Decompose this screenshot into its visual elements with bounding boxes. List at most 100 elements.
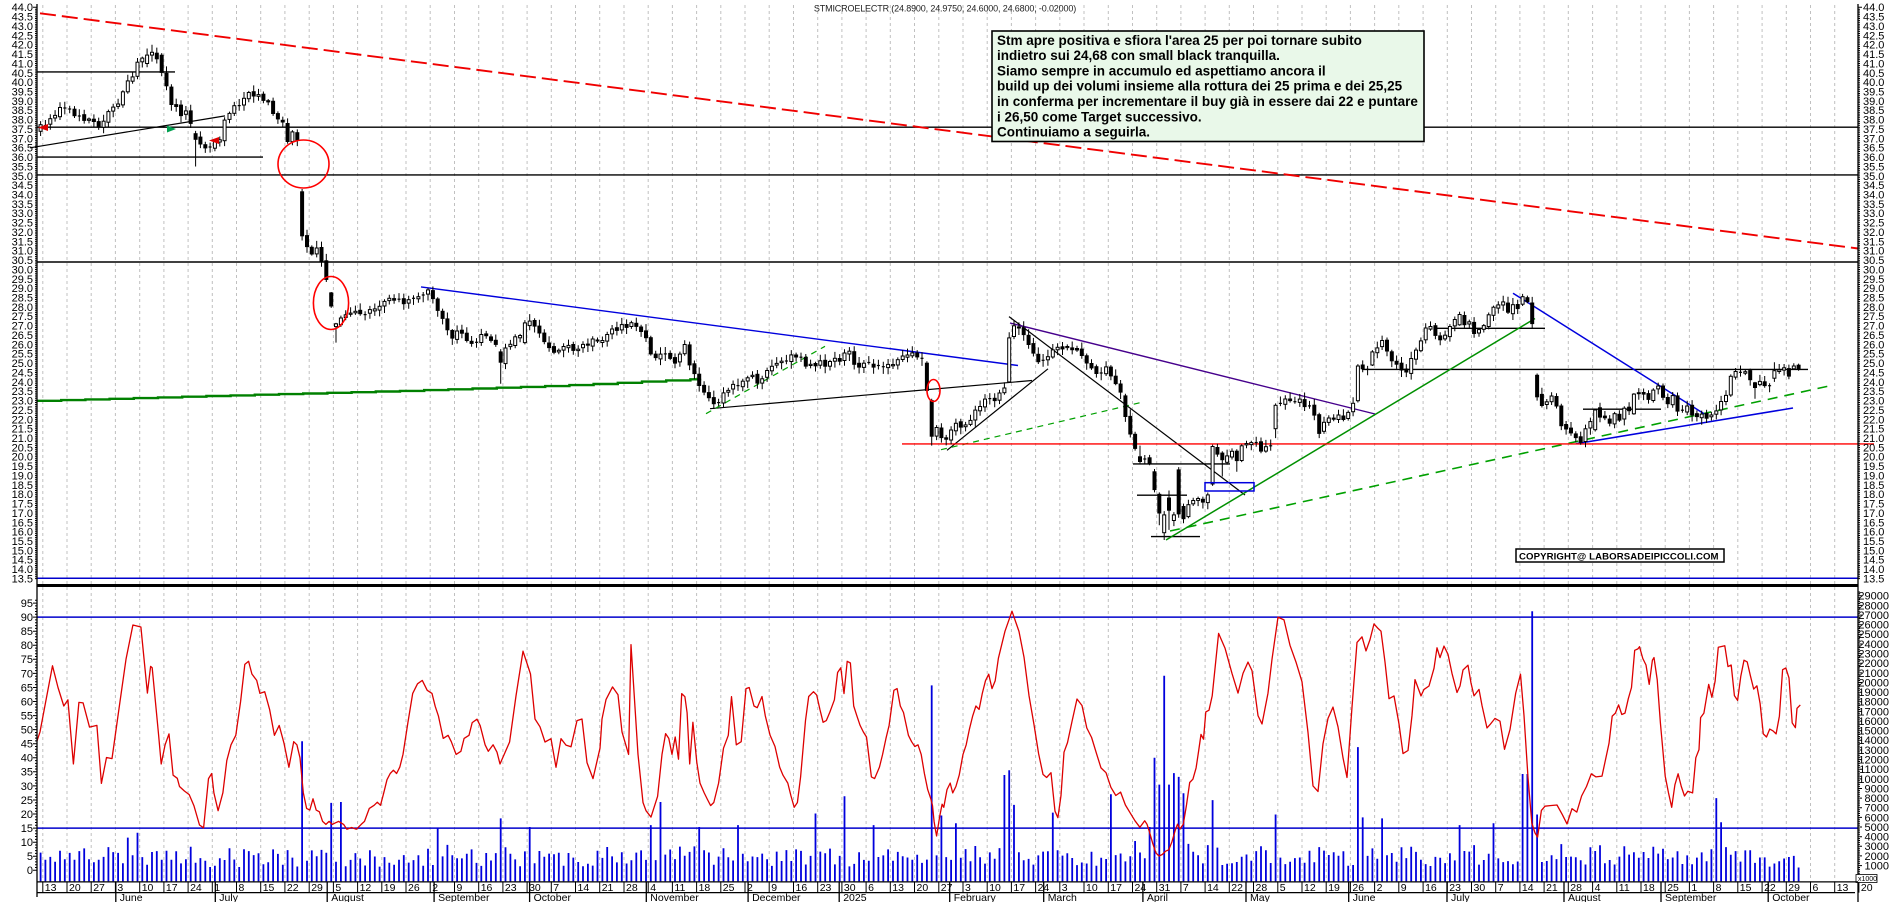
svg-text:39.0: 39.0: [12, 96, 33, 108]
svg-text:5: 5: [1280, 882, 1286, 894]
svg-text:42.0: 42.0: [12, 40, 33, 52]
svg-text:14.5: 14.5: [12, 555, 33, 567]
svg-text:22: 22: [1764, 882, 1776, 894]
svg-text:21.0: 21.0: [1863, 433, 1884, 445]
svg-text:39.5: 39.5: [1863, 87, 1884, 99]
svg-text:3: 3: [965, 882, 971, 894]
svg-text:60: 60: [21, 696, 33, 708]
svg-text:20.0: 20.0: [12, 452, 33, 464]
svg-text:build up dei volumi insieme al: build up dei volumi insieme alla rottura…: [997, 79, 1403, 94]
svg-text:23: 23: [820, 882, 832, 894]
svg-text:21.5: 21.5: [12, 424, 33, 436]
svg-text:26.0: 26.0: [1863, 339, 1884, 351]
svg-text:40.5: 40.5: [12, 68, 33, 80]
svg-text:18.0: 18.0: [1863, 489, 1884, 501]
svg-text:29.0: 29.0: [12, 283, 33, 295]
svg-text:10: 10: [989, 882, 1001, 894]
svg-text:26000: 26000: [1858, 620, 1889, 632]
svg-text:September: September: [1665, 892, 1717, 902]
svg-text:18000: 18000: [1858, 697, 1889, 709]
svg-text:65: 65: [21, 682, 33, 694]
svg-text:20: 20: [21, 809, 33, 821]
svg-text:27: 27: [941, 882, 953, 894]
svg-text:17.5: 17.5: [1863, 499, 1884, 511]
svg-text:3: 3: [117, 882, 123, 894]
svg-text:31.5: 31.5: [12, 236, 33, 248]
svg-text:40.0: 40.0: [1863, 77, 1884, 89]
svg-text:12000: 12000: [1858, 755, 1889, 767]
svg-text:STMICROELECTR (24.8900, 24.975: STMICROELECTR (24.8900, 24.9750, 24.6000…: [814, 4, 1076, 14]
svg-text:70: 70: [21, 668, 33, 680]
svg-text:17.0: 17.0: [12, 508, 33, 520]
svg-text:42.5: 42.5: [1863, 30, 1884, 42]
svg-text:30: 30: [1474, 882, 1486, 894]
svg-text:28: 28: [1256, 882, 1268, 894]
svg-text:31.5: 31.5: [1863, 236, 1884, 248]
svg-text:4: 4: [1595, 882, 1601, 894]
svg-text:24.5: 24.5: [1863, 367, 1884, 379]
svg-text:37.0: 37.0: [1863, 133, 1884, 145]
svg-text:27.5: 27.5: [12, 311, 33, 323]
svg-text:June: June: [120, 892, 143, 902]
svg-text:15: 15: [263, 882, 275, 894]
svg-text:15.0: 15.0: [1863, 545, 1884, 557]
svg-text:2: 2: [747, 882, 753, 894]
svg-text:7000: 7000: [1865, 803, 1889, 815]
svg-text:17: 17: [166, 882, 178, 894]
svg-text:85: 85: [21, 626, 33, 638]
svg-text:36.0: 36.0: [1863, 152, 1884, 164]
svg-text:6: 6: [868, 882, 874, 894]
svg-text:x1000: x1000: [1858, 876, 1877, 883]
svg-text:2025: 2025: [843, 892, 867, 902]
svg-text:28.5: 28.5: [1863, 293, 1884, 305]
svg-text:17: 17: [1013, 882, 1025, 894]
svg-text:1: 1: [214, 882, 220, 894]
svg-text:30: 30: [21, 781, 33, 793]
svg-text:43.5: 43.5: [12, 12, 33, 24]
svg-text:41.0: 41.0: [1863, 58, 1884, 70]
svg-text:32.0: 32.0: [12, 227, 33, 239]
svg-text:December: December: [752, 892, 801, 902]
svg-text:COPYRIGHT@ LABORSADEIPICCOLI.C: COPYRIGHT@ LABORSADEIPICCOLI.COM: [1519, 552, 1719, 563]
svg-text:37.5: 37.5: [1863, 124, 1884, 136]
svg-text:21: 21: [602, 882, 614, 894]
svg-text:July: July: [219, 892, 238, 902]
svg-text:22.5: 22.5: [12, 405, 33, 417]
svg-text:20: 20: [1861, 882, 1873, 894]
svg-text:24: 24: [1135, 882, 1147, 894]
svg-text:38.0: 38.0: [1863, 115, 1884, 127]
svg-text:16: 16: [481, 882, 493, 894]
svg-text:18.0: 18.0: [12, 489, 33, 501]
svg-text:29: 29: [311, 882, 323, 894]
svg-text:21000: 21000: [1858, 668, 1889, 680]
svg-text:14.0: 14.0: [12, 564, 33, 576]
svg-text:19: 19: [1328, 882, 1340, 894]
svg-text:10000: 10000: [1858, 774, 1889, 786]
svg-text:19: 19: [384, 882, 396, 894]
svg-text:26.5: 26.5: [12, 330, 33, 342]
svg-text:19.0: 19.0: [1863, 470, 1884, 482]
svg-text:13.5: 13.5: [1863, 574, 1884, 586]
svg-text:34.0: 34.0: [1863, 190, 1884, 202]
svg-text:50: 50: [21, 725, 33, 737]
svg-text:29.5: 29.5: [1863, 274, 1884, 286]
svg-text:30: 30: [529, 882, 541, 894]
svg-text:32.0: 32.0: [1863, 227, 1884, 239]
svg-text:38.5: 38.5: [12, 105, 33, 117]
svg-text:13.5: 13.5: [12, 574, 33, 586]
svg-text:38.5: 38.5: [1863, 105, 1884, 117]
svg-text:15000: 15000: [1858, 726, 1889, 738]
svg-text:14: 14: [1522, 882, 1534, 894]
svg-text:27000: 27000: [1858, 610, 1889, 622]
svg-text:37.5: 37.5: [12, 124, 33, 136]
svg-text:23000: 23000: [1858, 649, 1889, 661]
svg-text:Siamo sempre in accumulo ed as: Siamo sempre in accumulo ed aspettiamo a…: [997, 63, 1326, 78]
svg-text:21.0: 21.0: [12, 433, 33, 445]
svg-text:15.5: 15.5: [12, 536, 33, 548]
svg-text:26.0: 26.0: [12, 339, 33, 351]
svg-text:11: 11: [674, 882, 685, 894]
svg-text:25: 25: [723, 882, 735, 894]
svg-text:35.5: 35.5: [1863, 161, 1884, 173]
svg-text:14: 14: [1207, 882, 1219, 894]
svg-text:30.5: 30.5: [1863, 255, 1884, 267]
